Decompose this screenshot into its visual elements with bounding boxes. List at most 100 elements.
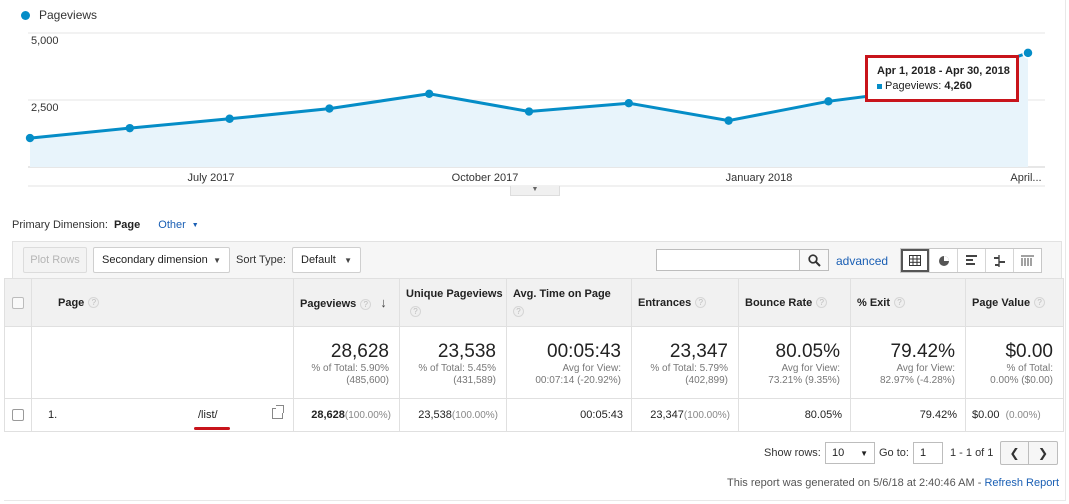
pivot-view-icon[interactable] — [1013, 249, 1041, 272]
row-pageviews: 28,628(100.00%) — [293, 398, 400, 432]
data-point-4[interactable] — [425, 89, 434, 99]
refresh-report-link[interactable]: Refresh Report — [984, 477, 1060, 489]
x-tick-label-2: January 2018 — [725, 172, 793, 184]
chevron-left-icon[interactable]: ❮ — [1001, 442, 1029, 464]
table-view-icon[interactable] — [901, 249, 929, 272]
search-button[interactable] — [799, 249, 829, 271]
show-rows-value: 10 — [832, 447, 845, 459]
totals-select-cell — [4, 326, 32, 399]
totals-exit: 79.42% Avg for View: 82.97% (-4.28%) — [850, 326, 966, 399]
goto-input[interactable]: 1 — [913, 442, 943, 464]
show-rows-label: Show rows: — [764, 447, 821, 459]
row-checkbox[interactable] — [12, 409, 24, 422]
series-area — [30, 52, 1028, 167]
data-point-0[interactable] — [25, 133, 35, 143]
table-row[interactable]: 1. /list/ 28,628(100.00%) 23,538(100.00%… — [4, 398, 1064, 432]
pagination-range: 1 - 1 of 1 — [950, 447, 994, 459]
row-page-value: $0.00 (0.00%) — [965, 398, 1064, 432]
select-all-checkbox[interactable] — [12, 296, 24, 309]
other-chevron-down-icon[interactable]: ▼ — [191, 221, 199, 229]
help-icon[interactable]: ? — [1034, 297, 1046, 309]
highlight-underline — [194, 427, 230, 430]
plot-rows-button[interactable]: Plot Rows — [23, 247, 87, 273]
show-rows-select[interactable]: 10 ▼ — [825, 442, 875, 464]
header-avg-time[interactable]: Avg. Time on Page? — [506, 278, 632, 327]
help-icon[interactable]: ? — [695, 297, 707, 309]
help-icon[interactable]: ? — [88, 297, 100, 309]
data-point-6[interactable] — [624, 99, 633, 108]
data-point-2[interactable] — [225, 114, 234, 123]
chart-resize-handle[interactable]: ▼ — [510, 186, 560, 196]
x-tick-label-1: October 2017 — [451, 172, 519, 184]
data-point-5[interactable] — [524, 107, 534, 116]
tooltip-metric-line: Pageviews: 4,260 — [877, 80, 1016, 92]
header-page[interactable]: Page? — [31, 278, 294, 327]
data-point-1[interactable] — [125, 123, 134, 133]
data-point-3[interactable] — [325, 104, 334, 113]
help-icon[interactable]: ? — [410, 306, 421, 318]
header-exit[interactable]: % Exit? — [850, 278, 966, 327]
chevron-down-icon: ▼ — [344, 255, 352, 265]
tooltip-metric-label: Pageviews — [885, 80, 939, 92]
totals-row: 28,628% of Total: 5.90% (485,600) 23,538%… — [4, 326, 1064, 399]
header-pageviews[interactable]: Pageviews? ↓ — [293, 278, 400, 327]
chart-legend: Pageviews — [21, 8, 97, 22]
legend-series-label: Pageviews — [39, 8, 98, 22]
chevron-right-icon[interactable]: ❯ — [1037, 446, 1049, 460]
help-icon[interactable]: ? — [894, 297, 906, 309]
sort-type-value: Default — [301, 254, 336, 266]
tooltip-date-range: Apr 1, 2018 - Apr 30, 2018 — [877, 65, 1010, 77]
data-point-7[interactable] — [724, 116, 733, 125]
performance-view-icon[interactable] — [957, 249, 985, 272]
totals-unique-pageviews: 23,538% of Total: 5.45% (431,589) — [399, 326, 507, 399]
advanced-filter-link[interactable]: advanced — [836, 254, 889, 268]
x-tick-label-3: April... — [1010, 172, 1042, 184]
pie-view-icon[interactable] — [929, 249, 957, 272]
other-dimension-link[interactable]: Other — [158, 219, 186, 231]
goto-label: Go to: — [879, 447, 909, 459]
header-select-cell — [4, 278, 32, 327]
header-page-value[interactable]: Page Value? — [965, 278, 1064, 327]
y-tick-label-1: 2,500 — [31, 102, 59, 114]
header-page-value-label: Page Value — [972, 296, 1031, 309]
data-point-10[interactable] — [1022, 47, 1034, 59]
header-unique-pageviews[interactable]: Unique Pageviews? — [399, 278, 507, 327]
primary-dimension-page[interactable]: Page — [113, 219, 141, 231]
tooltip-series-square-icon — [877, 83, 882, 89]
header-unique-pageviews-label: Unique Pageviews — [406, 287, 503, 300]
report-frame — [4, 0, 1066, 501]
row-bounce-rate: 80.05% — [738, 398, 851, 432]
header-page-label: Page — [58, 296, 85, 309]
totals-pageviews: 28,628% of Total: 5.90% (485,600) — [293, 326, 400, 399]
comparison-view-icon[interactable] — [985, 249, 1013, 272]
chevron-down-icon: ▼ — [860, 448, 868, 458]
footer-generated-text: This report was generated on 5/6/18 at 2… — [727, 477, 982, 489]
external-link-icon[interactable] — [272, 405, 284, 419]
data-point-8[interactable] — [824, 97, 833, 106]
help-icon[interactable]: ? — [513, 306, 524, 318]
y-tick-label-0: 5,000 — [31, 35, 59, 47]
help-icon[interactable]: ? — [816, 297, 828, 309]
secondary-dimension-select[interactable]: Secondary dimension ▼ — [93, 247, 230, 273]
header-avg-time-label: Avg. Time on Page — [513, 287, 611, 300]
chart-tooltip: Apr 1, 2018 - Apr 30, 2018 Pageviews: 4,… — [865, 55, 1019, 102]
help-icon[interactable]: ? — [360, 298, 372, 310]
search-icon — [807, 253, 821, 267]
header-bounce-rate-label: Bounce Rate — [745, 296, 813, 309]
secondary-dimension-label: Secondary dimension — [102, 254, 208, 266]
table-search-input[interactable] — [656, 249, 800, 271]
row-page-link[interactable]: /list/ — [198, 409, 218, 421]
row-page-cell: 1. /list/ — [31, 398, 294, 432]
table-header-row: Page? Pageviews? ↓ Unique Pageviews? Avg.… — [4, 278, 1064, 327]
series-dot-icon — [21, 10, 30, 20]
sort-type-select[interactable]: Default ▼ — [292, 247, 361, 273]
header-entrances-label: Entrances — [638, 296, 692, 309]
totals-bounce-rate: 80.05% Avg for View: 73.21% (9.35%) — [738, 326, 851, 399]
totals-entrances: 23,347% of Total: 5.79% (402,899) — [631, 326, 739, 399]
totals-page-value: $0.00% of Total: 0.00% ($0.00) — [965, 326, 1064, 399]
report-footer: This report was generated on 5/6/18 at 2… — [727, 477, 1059, 489]
header-exit-label: % Exit — [857, 296, 891, 309]
header-entrances[interactable]: Entrances? — [631, 278, 739, 327]
totals-avg-time: 00:05:43 Avg for View: 00:07:14 (-20.92%) — [506, 326, 632, 399]
header-bounce-rate[interactable]: Bounce Rate? — [738, 278, 851, 327]
